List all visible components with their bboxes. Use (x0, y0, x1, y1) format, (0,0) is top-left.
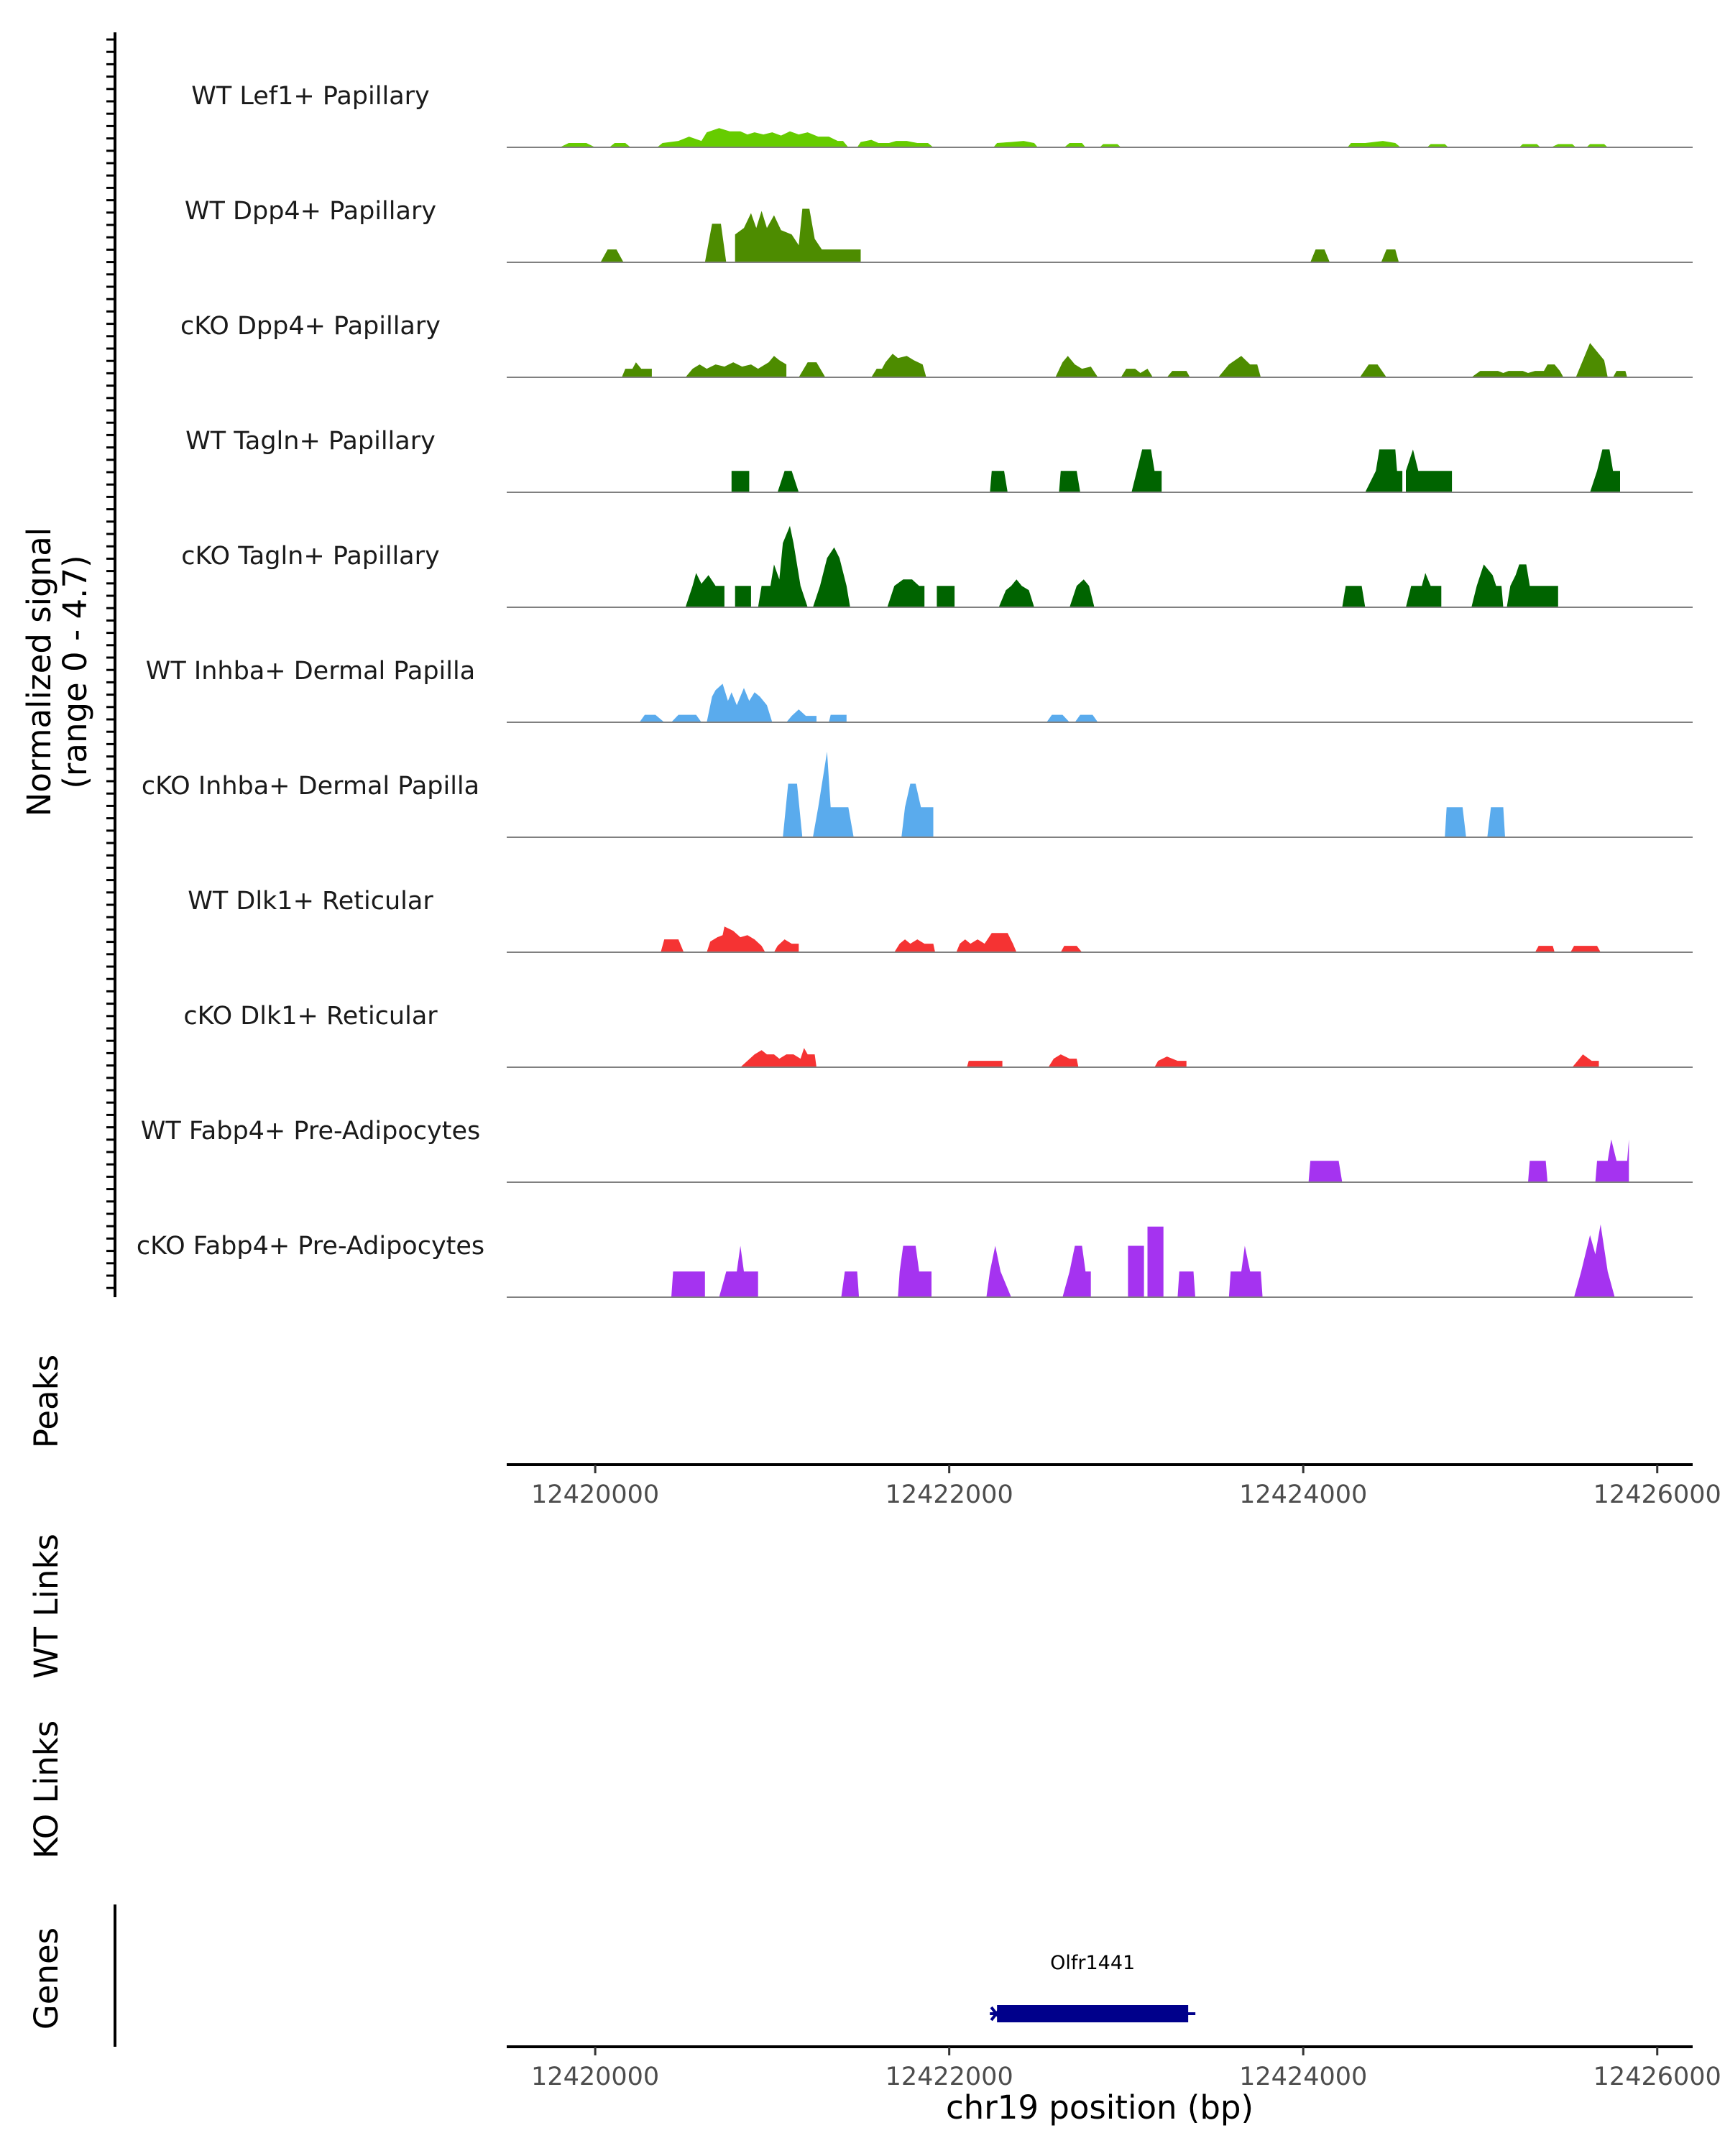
y-axis-title-line2: (range 0 - 4.7) (56, 555, 94, 788)
coverage-tracks: WT Lef1+ Papillary WT Dpp4+ Papillary cKO … (137, 82, 1693, 1298)
x-tick-label: 12420000 (531, 1480, 659, 1509)
coverage-area (639, 683, 1098, 722)
coverage-area (671, 1224, 1615, 1297)
track-label: cKO Tagln+ Papillary (181, 542, 440, 571)
track-label: WT Dpp4+ Papillary (185, 197, 436, 226)
track-0: WT Lef1+ Papillary (191, 82, 1693, 148)
x-tick-label: 12420000 (531, 2063, 659, 2091)
track-5: WT Inhba+ Dermal Papilla (146, 657, 1693, 723)
coverage-area (661, 926, 1601, 952)
track-label: cKO Fabp4+ Pre-Adipocytes (137, 1232, 484, 1261)
gene: Olfr1441 (990, 1952, 1196, 2022)
track-7: WT Dlk1+ Reticular (188, 887, 1693, 953)
peaks-panel-label: Peaks (27, 1355, 65, 1448)
track-4: cKO Tagln+ Papillary (181, 525, 1693, 608)
ko-links-panel-label: KO Links (27, 1720, 65, 1858)
track-2: cKO Dpp4+ Papillary (180, 312, 1693, 378)
track-3: WT Tagln+ Papillary (185, 427, 1693, 493)
x-tick-label: 12426000 (1593, 2063, 1721, 2091)
coverage-area (1308, 1139, 1629, 1182)
coverage-area (685, 525, 1558, 607)
track-label: WT Inhba+ Dermal Papilla (146, 657, 475, 686)
x-tick-label: 12422000 (886, 2063, 1013, 2091)
track-6: cKO Inhba+ Dermal Papilla (142, 751, 1693, 838)
track-label: cKO Inhba+ Dermal Papilla (142, 772, 479, 801)
coverage-area (740, 1048, 1599, 1067)
peaks-x-axis-ticks: 12420000 12422000 12424000 12426000 (531, 1465, 1721, 1509)
coverage-y-axis-title: Normalized signal (range 0 - 4.7) (20, 528, 94, 817)
track-label: WT Fabp4+ Pre-Adipocytes (141, 1117, 480, 1146)
coverage-y-axis-ticks (106, 38, 115, 1289)
gene-name-label: Olfr1441 (1050, 1952, 1135, 1974)
track-10: cKO Fabp4+ Pre-Adipocytes (137, 1224, 1693, 1298)
x-tick-label: 12426000 (1593, 1480, 1721, 1509)
coverage-area (600, 208, 1399, 262)
genes-x-axis-ticks: 12420000 12422000 12424000 12426000 (531, 2047, 1721, 2091)
gene-annotations: Olfr1441 (990, 1952, 1196, 2022)
coverage-area (622, 343, 1627, 377)
track-label: cKO Dpp4+ Papillary (180, 312, 441, 341)
x-tick-label: 12422000 (886, 1480, 1013, 1509)
track-label: WT Dlk1+ Reticular (188, 887, 433, 916)
strand-marker-icon (990, 2006, 1003, 2022)
coverage-area (731, 449, 1620, 492)
x-axis-title: chr19 position (bp) (946, 2088, 1254, 2127)
track-label: cKO Dlk1+ Reticular (183, 1002, 438, 1031)
wt-links-panel-label: WT Links (27, 1534, 65, 1679)
track-8: cKO Dlk1+ Reticular (183, 1002, 1693, 1068)
genes-panel-label: Genes (27, 1927, 65, 2030)
y-axis-title-line1: Normalized signal (20, 528, 58, 817)
track-label: WT Lef1+ Papillary (191, 82, 430, 111)
x-tick-label: 12424000 (1239, 1480, 1367, 1509)
x-tick-label: 12424000 (1239, 2063, 1367, 2091)
track-9: WT Fabp4+ Pre-Adipocytes (141, 1117, 1693, 1183)
track-label: WT Tagln+ Papillary (185, 427, 436, 456)
coverage-area (783, 751, 1505, 837)
coverage-area (559, 128, 1608, 147)
track-1: WT Dpp4+ Papillary (185, 197, 1693, 263)
